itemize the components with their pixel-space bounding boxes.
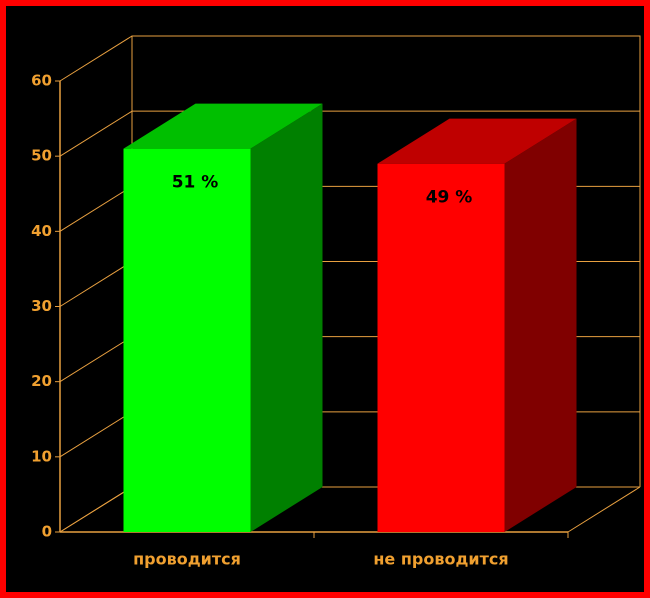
- bar-top: [123, 103, 323, 149]
- y-tick-label: 60: [31, 72, 52, 90]
- bar-side: [250, 103, 323, 533]
- data-label: 51 %: [172, 173, 219, 193]
- bar: [123, 148, 251, 532]
- grid-line: [59, 486, 133, 533]
- y-tick-label: 20: [31, 372, 52, 390]
- bar: [377, 163, 505, 532]
- y-tick-label: 40: [31, 222, 52, 240]
- grid-line: [59, 411, 133, 458]
- floor-edge: [567, 486, 641, 533]
- y-tick-label: 30: [31, 297, 52, 315]
- y-tick-label: 10: [31, 447, 52, 465]
- x-tick-label: не проводится: [373, 550, 508, 569]
- data-label: 49 %: [426, 188, 473, 208]
- x-tick-label: проводится: [133, 550, 241, 569]
- grid-line: [59, 336, 133, 383]
- grid-line: [59, 185, 133, 232]
- grid-line: [59, 261, 133, 307]
- grid-line: [59, 35, 133, 82]
- y-tick-label: 0: [42, 523, 52, 541]
- grid-line: [59, 110, 133, 157]
- y-tick-label: 50: [31, 147, 52, 165]
- bar-side: [504, 118, 577, 532]
- bar-top: [377, 118, 577, 164]
